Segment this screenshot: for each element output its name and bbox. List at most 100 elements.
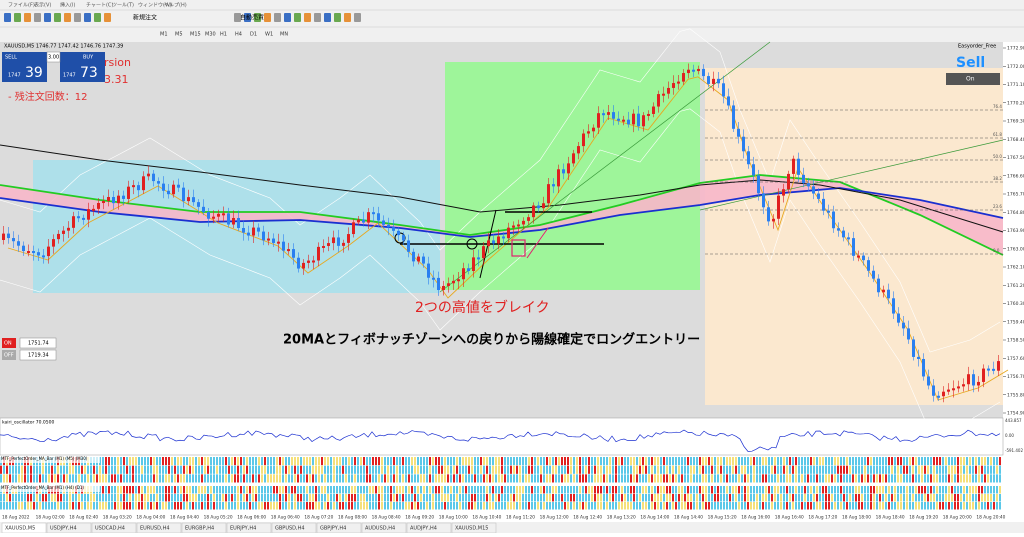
- toolbar-icon[interactable]: [74, 13, 81, 22]
- toolbar-icon[interactable]: [344, 13, 351, 22]
- bar-cell: [450, 457, 452, 466]
- bar-cell: [249, 474, 251, 483]
- bar-cell: [102, 465, 104, 474]
- bar-cell: [669, 502, 671, 510]
- toolbar-icon[interactable]: [274, 13, 281, 22]
- bar-cell: [486, 474, 488, 483]
- menu-item[interactable]: ヘルプ(H): [164, 3, 187, 9]
- menu-item[interactable]: ツール(T): [112, 3, 134, 9]
- toolbar-icon[interactable]: [64, 13, 71, 22]
- toolbar-icon[interactable]: [334, 13, 341, 22]
- toolbar-icon[interactable]: [4, 13, 11, 22]
- bar-cell: [573, 474, 575, 483]
- toolbar-icon[interactable]: [254, 13, 261, 22]
- bar-cell: [540, 502, 542, 510]
- bar-cell: [987, 494, 989, 502]
- bar-cell: [795, 465, 797, 474]
- bar-cell: [108, 502, 110, 510]
- bar-cell: [768, 457, 770, 466]
- toolbar-icon[interactable]: [324, 13, 331, 22]
- bar-cell: [606, 494, 608, 502]
- bar-cell: [567, 465, 569, 474]
- toolbar-icon[interactable]: [34, 13, 41, 22]
- bar-cell: [390, 494, 392, 502]
- switch-button[interactable]: [2, 338, 16, 348]
- toolbar-icon[interactable]: [84, 13, 91, 22]
- buy-panel[interactable]: [60, 52, 105, 82]
- buy-button[interactable]: BUY: [83, 55, 94, 61]
- bar-cell: [12, 494, 14, 502]
- bar-cell: [876, 494, 878, 502]
- bar-cell: [636, 486, 638, 494]
- toolbar-button[interactable]: 新規注文: [133, 14, 157, 22]
- bar-cell: [915, 502, 917, 510]
- bar-cell: [471, 465, 473, 474]
- timeframe[interactable]: M1: [160, 32, 168, 38]
- bar-cell: [165, 486, 167, 494]
- bar-cell: [453, 502, 455, 510]
- bar-cell: [735, 502, 737, 510]
- menu-item[interactable]: チャート(C): [86, 3, 113, 9]
- toolbar-icon[interactable]: [354, 13, 361, 22]
- bar-cell: [651, 486, 653, 494]
- bar-cell: [741, 465, 743, 474]
- timeframe[interactable]: M5: [175, 32, 183, 38]
- toolbar-button[interactable]: 自動売買: [240, 14, 264, 22]
- toolbar-icon[interactable]: [264, 13, 271, 22]
- toolbar-icon[interactable]: [14, 13, 21, 22]
- timeframe[interactable]: M15: [190, 32, 201, 38]
- timeframe[interactable]: MN: [280, 32, 288, 38]
- price-label: 1768.40: [1007, 137, 1024, 143]
- menu-item[interactable]: ファイル(F): [8, 3, 35, 9]
- toolbar-icon[interactable]: [94, 13, 101, 22]
- menu-item[interactable]: ウィンドウ(W): [138, 2, 172, 9]
- toolbar-icon[interactable]: [104, 13, 111, 22]
- candle: [362, 219, 365, 223]
- bar-cell: [354, 486, 356, 494]
- toolbar-icon[interactable]: [244, 13, 251, 22]
- toolbar-icon[interactable]: [44, 13, 51, 22]
- menu-item[interactable]: 表示(V): [34, 2, 51, 9]
- toolbar-icon[interactable]: [24, 13, 31, 22]
- bar-cell: [363, 494, 365, 502]
- toolbar-icon[interactable]: [314, 13, 321, 22]
- bar-cell: [822, 457, 824, 466]
- timeframe[interactable]: M30: [205, 32, 216, 38]
- timeframe[interactable]: W1: [265, 32, 273, 38]
- sell-panel[interactable]: [2, 52, 47, 82]
- bar-cell: [870, 486, 872, 494]
- bar-cell: [753, 494, 755, 502]
- bar-cell: [738, 465, 740, 474]
- bar-cell: [222, 486, 224, 494]
- bar-cell: [582, 474, 584, 483]
- bar-cell: [666, 494, 668, 502]
- switch-button[interactable]: [2, 350, 16, 360]
- candle: [937, 395, 940, 398]
- bar-cell: [225, 494, 227, 502]
- timeframe[interactable]: H4: [235, 32, 242, 38]
- bar-cell: [642, 502, 644, 510]
- toolbar-icon[interactable]: [234, 13, 241, 22]
- toolbar-icon[interactable]: [294, 13, 301, 22]
- bar-cell: [978, 465, 980, 474]
- bar-cell: [567, 494, 569, 502]
- bar-cell: [522, 465, 524, 474]
- toolbar-icon[interactable]: [304, 13, 311, 22]
- bar-cell: [585, 502, 587, 510]
- bar-cell: [315, 494, 317, 502]
- toolbar-icon[interactable]: [284, 13, 291, 22]
- bar-cell: [18, 502, 20, 510]
- bar-cell: [756, 494, 758, 502]
- bar-cell: [198, 494, 200, 502]
- bar-cell: [966, 502, 968, 510]
- menu-item[interactable]: 挿入(I): [60, 2, 75, 9]
- bar-cell: [996, 486, 998, 494]
- easyorder-button[interactable]: [946, 73, 1000, 85]
- bar-cell: [405, 486, 407, 494]
- bar-cell: [951, 486, 953, 494]
- timeframe[interactable]: H1: [220, 32, 227, 38]
- bar-cell: [648, 486, 650, 494]
- timeframe[interactable]: D1: [250, 32, 257, 38]
- toolbar-icon[interactable]: [54, 13, 61, 22]
- sell-button[interactable]: SELL: [5, 55, 17, 61]
